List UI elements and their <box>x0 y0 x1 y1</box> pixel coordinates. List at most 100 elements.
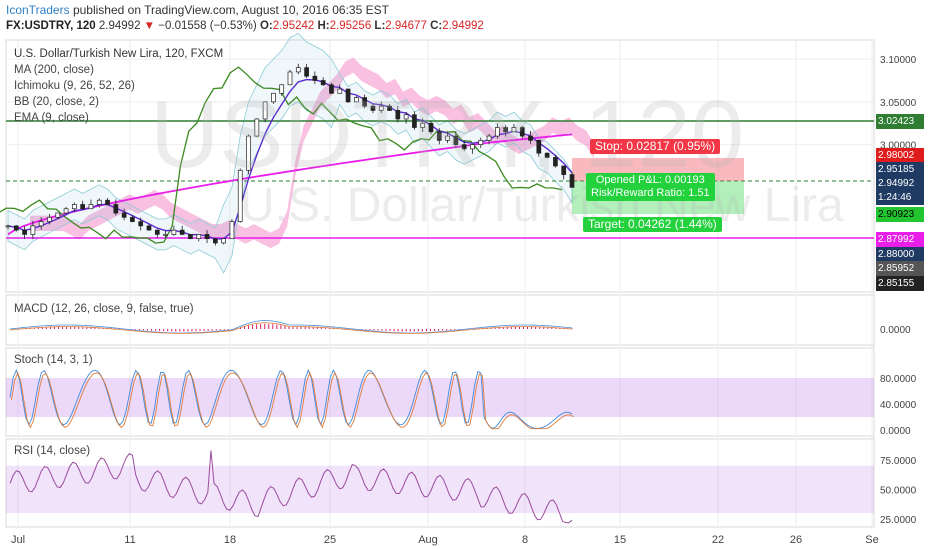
macd-label[interactable]: MACD (12, 26, close, 9, false, true) <box>14 303 194 315</box>
ema9-line <box>7 78 573 240</box>
candle-body <box>38 221 44 227</box>
publish-header: IconTraders published on TradingView.com… <box>6 3 389 17</box>
price-change: −0.01558 (−0.53%) <box>158 20 257 32</box>
price-tag: 2.90923 <box>876 207 924 222</box>
time-axis-label: 8 <box>522 534 528 546</box>
candle-body <box>30 225 36 235</box>
price-tag: 2.85952 <box>876 261 924 276</box>
candle-body <box>470 144 475 150</box>
stoch-tick-label: 0.0000 <box>880 426 911 437</box>
rsi-label[interactable]: RSI (14, close) <box>14 445 91 457</box>
time-axis-label: 18 <box>224 534 236 546</box>
time-axis-label: Jul <box>11 534 25 546</box>
candle-body <box>72 204 77 210</box>
candle-body <box>453 135 459 145</box>
candle-body <box>121 212 127 218</box>
candle-body <box>246 135 251 171</box>
ohlc-header: FX:USDTRY, 120 2.94992 ▼ −0.01558 (−0.53… <box>6 20 484 32</box>
publish-info: published on TradingView.com, August 10,… <box>72 3 389 17</box>
high-label: H: <box>317 20 330 32</box>
rsi-tick-label: 25.0000 <box>880 515 917 526</box>
candle-body <box>262 101 268 120</box>
price-tick-label: 3.00000 <box>880 141 917 152</box>
candle-body <box>561 165 567 175</box>
rsi-tick-label: 50.0000 <box>880 485 917 496</box>
high-value: 2.95256 <box>329 20 372 32</box>
legend-ichimoku[interactable]: Ichimoku (9, 26, 52, 26) <box>14 80 135 92</box>
candle-body <box>88 204 94 210</box>
author-link[interactable]: IconTraders <box>6 3 70 17</box>
candle-body <box>204 234 210 240</box>
candle-body <box>171 229 177 235</box>
candle-body <box>362 97 367 107</box>
candle-body <box>96 199 102 205</box>
candle-body <box>113 204 119 214</box>
legend-ema[interactable]: EMA (9, close) <box>14 112 89 124</box>
open-label: O: <box>259 20 273 32</box>
candle-body <box>553 157 558 167</box>
price-tick-label: 3.05000 <box>880 98 917 109</box>
candle-body <box>105 199 110 205</box>
candle-body <box>544 152 550 158</box>
candle-body <box>221 238 226 244</box>
stoch-band <box>6 378 874 417</box>
candle-body <box>428 122 434 133</box>
candle-body <box>436 131 442 141</box>
price-tag: 1:24:46 <box>876 190 924 205</box>
time-axis-label: 25 <box>324 534 336 546</box>
candle-body <box>196 234 202 240</box>
legend-ma[interactable]: MA (200, close) <box>14 64 94 76</box>
candle-body <box>63 208 69 214</box>
price-tick-label: 3.10000 <box>880 55 917 66</box>
candle-body <box>55 212 61 218</box>
time-axis-label: 22 <box>712 534 724 546</box>
axes: Jul 11 18 25 Aug 8 15 22 26 Se 3.10000 3.05000 3.000… <box>11 55 917 546</box>
stoch-tick-label: 40.0000 <box>880 400 917 411</box>
low-label: L: <box>374 20 386 32</box>
rsi-tick-label: 75.0000 <box>880 456 917 467</box>
candle-body <box>130 216 135 222</box>
down-arrow-icon: ▼ <box>143 20 156 32</box>
stoch-label[interactable]: Stoch (14, 3, 1) <box>14 354 93 366</box>
candle-body <box>47 216 52 222</box>
candle-body <box>213 238 218 244</box>
candle-body <box>478 139 484 145</box>
ichimoku-cloud-fill <box>30 57 594 249</box>
candle-body <box>503 127 508 133</box>
ichimoku-cloud <box>30 57 594 249</box>
macd-tick-label: 0.0000 <box>880 325 911 336</box>
candle-body <box>354 97 359 103</box>
candle-body <box>138 221 144 227</box>
price-tag: 3.02423 <box>876 114 924 129</box>
legend-bb[interactable]: BB (20, close, 2) <box>14 96 100 108</box>
candle-body <box>412 114 417 128</box>
price-tag: 2.87992 <box>876 232 924 247</box>
close-label: C: <box>430 20 443 32</box>
candle-body <box>569 174 575 188</box>
stoch-tick-label: 80.0000 <box>880 374 917 385</box>
candle-body <box>528 135 533 141</box>
candlesticks <box>5 63 575 246</box>
candle-body <box>320 80 326 86</box>
candle-body <box>80 204 85 210</box>
candle-body <box>519 127 525 137</box>
candle-body <box>536 139 542 154</box>
candle-body <box>511 127 517 133</box>
candle-body <box>279 84 285 94</box>
symbol-label[interactable]: FX:USDTRY, 120 <box>6 20 96 32</box>
time-axis-label: 26 <box>790 534 802 546</box>
candle-body <box>312 75 318 81</box>
candle-body <box>271 92 276 103</box>
candle-body <box>188 234 193 240</box>
candle-body <box>229 221 235 240</box>
macd-series <box>9 320 573 334</box>
time-axis-label: 11 <box>124 534 135 546</box>
opened-pnl-label: Opened P&L: 0.00193 Risk/Reward Ratio: 1… <box>586 173 715 201</box>
candle-body <box>179 229 185 235</box>
candle-body <box>237 169 243 222</box>
rsi-series <box>6 450 874 524</box>
candle-body <box>287 71 293 86</box>
candle-body <box>163 234 168 236</box>
last-price: 2.94992 <box>98 20 141 32</box>
